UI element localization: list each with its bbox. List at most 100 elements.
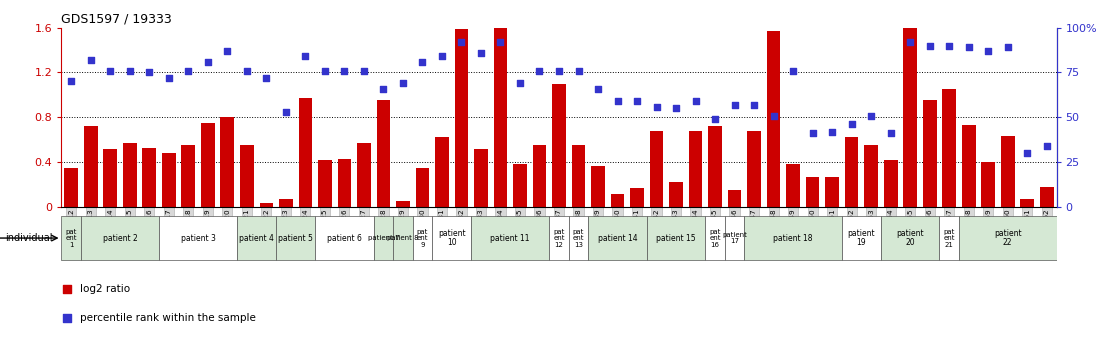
Bar: [728, 190, 741, 207]
Text: percentile rank within the sample: percentile rank within the sample: [79, 313, 256, 323]
Text: log2 ratio: log2 ratio: [79, 284, 130, 294]
Bar: [276, 216, 315, 260]
Point: [746, 102, 764, 108]
Bar: [181, 145, 196, 207]
Bar: [825, 177, 838, 207]
Bar: [571, 145, 586, 207]
Text: pat
ent
1: pat ent 1: [66, 228, 77, 248]
Point: [550, 68, 568, 73]
Bar: [569, 216, 588, 260]
Bar: [747, 131, 761, 207]
Point: [726, 102, 743, 108]
Point: [901, 39, 919, 45]
Text: pat
ent
16: pat ent 16: [709, 228, 721, 248]
Bar: [471, 216, 549, 260]
Point: [1038, 143, 1055, 149]
Point: [375, 86, 392, 91]
Bar: [61, 216, 80, 260]
Bar: [315, 216, 373, 260]
Bar: [123, 143, 136, 207]
Bar: [959, 216, 1057, 260]
Bar: [338, 159, 351, 207]
Text: patient 8: patient 8: [387, 235, 419, 241]
Text: patient 2: patient 2: [103, 234, 138, 243]
Point: [569, 68, 587, 73]
Bar: [552, 83, 566, 207]
Point: [58, 316, 76, 321]
Bar: [1040, 187, 1053, 207]
Point: [414, 59, 432, 65]
Point: [179, 68, 197, 73]
Bar: [864, 145, 878, 207]
Bar: [394, 216, 413, 260]
Point: [160, 75, 178, 81]
Text: patient
17: patient 17: [722, 232, 747, 244]
Bar: [689, 131, 702, 207]
Point: [647, 104, 665, 109]
Text: patient 11: patient 11: [491, 234, 530, 243]
Point: [959, 45, 977, 50]
Bar: [884, 160, 898, 207]
Text: patient 5: patient 5: [278, 234, 313, 243]
Bar: [767, 31, 780, 207]
Point: [784, 68, 802, 73]
Bar: [373, 216, 394, 260]
Point: [141, 70, 159, 75]
Bar: [670, 182, 683, 207]
Bar: [357, 143, 371, 207]
Bar: [982, 162, 995, 207]
Point: [979, 48, 997, 54]
Bar: [724, 216, 745, 260]
Bar: [709, 126, 722, 207]
Point: [667, 106, 685, 111]
Point: [511, 80, 529, 86]
Point: [882, 131, 900, 136]
Bar: [455, 29, 468, 207]
Point: [492, 39, 510, 45]
Bar: [1021, 199, 1034, 207]
Bar: [705, 216, 724, 260]
Bar: [842, 216, 881, 260]
Bar: [201, 123, 215, 207]
Bar: [881, 216, 939, 260]
Bar: [377, 100, 390, 207]
Bar: [80, 216, 159, 260]
Point: [765, 113, 783, 118]
Text: patient
10: patient 10: [438, 229, 465, 247]
Bar: [237, 216, 276, 260]
Point: [998, 45, 1016, 50]
Bar: [474, 149, 487, 207]
Point: [199, 59, 217, 65]
Text: patient 18: patient 18: [774, 234, 813, 243]
Point: [63, 79, 80, 84]
Point: [238, 68, 256, 73]
Bar: [84, 126, 97, 207]
Text: patient
19: patient 19: [847, 229, 875, 247]
Point: [296, 53, 314, 59]
Bar: [939, 216, 959, 260]
Point: [1018, 150, 1036, 156]
Point: [82, 57, 100, 63]
Point: [277, 109, 295, 115]
Bar: [413, 216, 433, 260]
Point: [433, 53, 451, 59]
Bar: [610, 194, 624, 207]
Bar: [588, 216, 647, 260]
Bar: [650, 131, 663, 207]
Bar: [280, 199, 293, 207]
Text: patient 15: patient 15: [656, 234, 695, 243]
Point: [218, 48, 236, 54]
Bar: [104, 149, 117, 207]
Text: patient 14: patient 14: [598, 234, 637, 243]
Point: [316, 68, 334, 73]
Bar: [903, 28, 917, 207]
Text: GDS1597 / 19333: GDS1597 / 19333: [61, 12, 172, 25]
Point: [531, 68, 549, 73]
Point: [354, 68, 372, 73]
Bar: [922, 100, 937, 207]
Text: patient
22: patient 22: [994, 229, 1022, 247]
Bar: [433, 216, 471, 260]
Text: patient 3: patient 3: [181, 234, 216, 243]
Point: [804, 131, 822, 136]
Point: [257, 75, 275, 81]
